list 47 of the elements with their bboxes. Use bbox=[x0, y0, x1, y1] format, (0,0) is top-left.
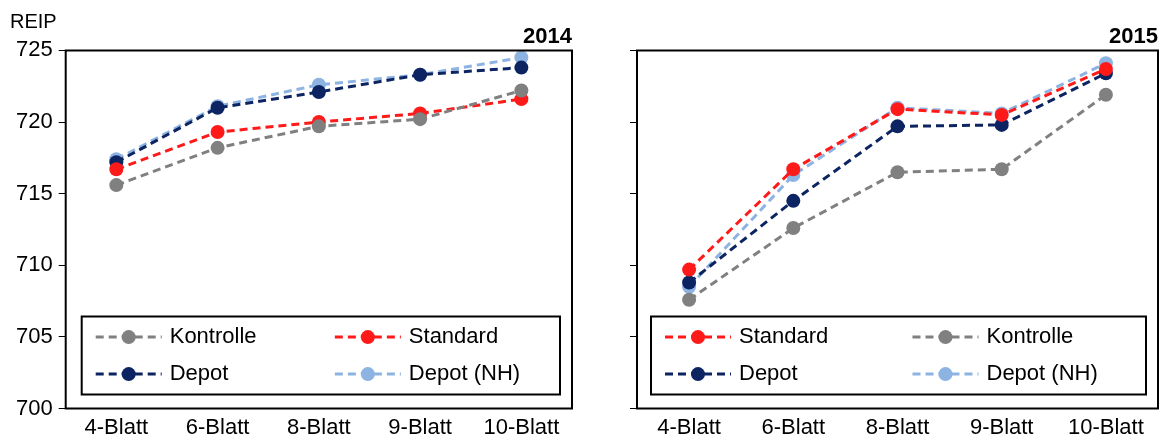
y-tick-label: 720 bbox=[15, 108, 53, 134]
point bbox=[1098, 87, 1113, 102]
y-tick-label: 725 bbox=[15, 36, 53, 62]
point bbox=[514, 60, 529, 75]
chart-title: 2014 bbox=[523, 23, 573, 49]
legend-label: Depot (NH) bbox=[986, 360, 1098, 386]
x-tick-label: 10-Blatt bbox=[483, 413, 560, 439]
y-axis-title: REIP bbox=[10, 10, 57, 32]
point bbox=[786, 193, 801, 208]
point bbox=[682, 275, 697, 290]
x-tick-label: 9-Blatt bbox=[388, 413, 452, 439]
point bbox=[109, 162, 124, 177]
point bbox=[1098, 62, 1113, 77]
point bbox=[210, 125, 225, 140]
x-tick-label: 8-Blatt bbox=[287, 413, 351, 439]
point bbox=[786, 162, 801, 177]
legend-label: Kontrolle bbox=[169, 323, 257, 349]
legend-label: Depot bbox=[739, 360, 798, 386]
point bbox=[994, 162, 1009, 177]
point bbox=[786, 221, 801, 236]
x-tick-label: 6-Blatt bbox=[185, 413, 250, 439]
point bbox=[682, 262, 697, 277]
point bbox=[890, 165, 905, 180]
y-tick-label: 715 bbox=[15, 179, 53, 205]
point bbox=[311, 84, 326, 99]
y-tick-label: 700 bbox=[15, 394, 53, 420]
point bbox=[514, 83, 529, 98]
point bbox=[109, 178, 124, 193]
x-tick-label: 4-Blatt bbox=[84, 413, 149, 439]
chart-title: 2015 bbox=[1109, 23, 1158, 49]
legend-label: Depot bbox=[169, 360, 229, 386]
x-tick-label: 6-Blatt bbox=[761, 413, 826, 439]
y-tick-label: 705 bbox=[15, 323, 53, 349]
point bbox=[210, 140, 225, 155]
legend-label: Kontrolle bbox=[986, 323, 1074, 349]
point bbox=[413, 112, 428, 127]
x-tick-label: 8-Blatt bbox=[865, 413, 930, 439]
legend-label: Depot (NH) bbox=[408, 360, 521, 386]
x-tick-label: 4-Blatt bbox=[657, 413, 721, 439]
point bbox=[311, 119, 326, 134]
x-tick-label: 10-Blatt bbox=[1067, 413, 1144, 439]
legend-label: Standard bbox=[408, 323, 499, 349]
point bbox=[890, 119, 905, 134]
y-tick-label: 710 bbox=[15, 251, 53, 277]
x-tick-label: 9-Blatt bbox=[969, 413, 1034, 439]
point bbox=[682, 292, 697, 307]
legend-label: Standard bbox=[739, 323, 829, 349]
